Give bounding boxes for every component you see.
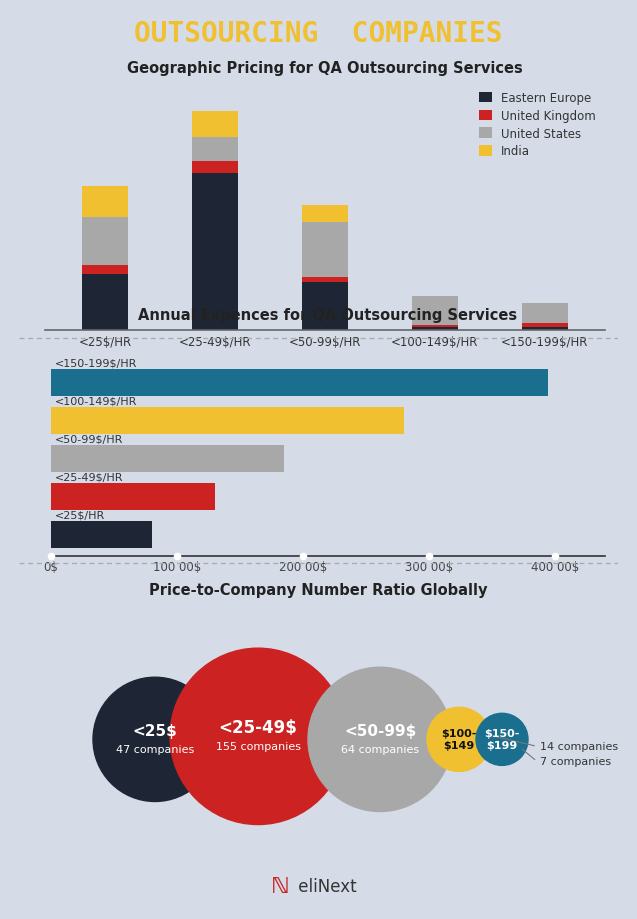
- Circle shape: [308, 667, 452, 811]
- Bar: [82, 218, 128, 266]
- Bar: [192, 112, 238, 138]
- Bar: [82, 266, 128, 275]
- Text: <50-99$: <50-99$: [344, 723, 416, 738]
- Text: 14 companies: 14 companies: [540, 742, 618, 752]
- Bar: [412, 325, 458, 327]
- Bar: [82, 187, 128, 218]
- Title: Annual Expences for QA Outsourcing Services: Annual Expences for QA Outsourcing Servi…: [138, 308, 518, 323]
- Bar: [522, 303, 568, 324]
- Text: 155 companies: 155 companies: [215, 742, 301, 752]
- Text: <25-49$: <25-49$: [218, 719, 297, 736]
- Text: <100-149$/HR: <100-149$/HR: [55, 396, 137, 406]
- Circle shape: [427, 708, 491, 772]
- Bar: [302, 223, 348, 278]
- Bar: [51, 369, 548, 397]
- Text: $150-: $150-: [484, 729, 520, 739]
- Circle shape: [93, 677, 217, 801]
- Bar: [51, 446, 284, 472]
- Legend: Eastern Europe, United Kingdom, United States, India: Eastern Europe, United Kingdom, United S…: [475, 88, 599, 162]
- Text: $199: $199: [487, 741, 518, 751]
- Text: $149: $149: [443, 741, 475, 751]
- Bar: [302, 278, 348, 283]
- Bar: [192, 138, 238, 162]
- Bar: [412, 327, 458, 331]
- Text: eliNext: eliNext: [293, 877, 357, 894]
- Text: <25-49$/HR: <25-49$/HR: [55, 472, 123, 482]
- Text: OUTSOURCING  COMPANIES: OUTSOURCING COMPANIES: [134, 20, 503, 49]
- Bar: [302, 283, 348, 331]
- Title: Geographic Pricing for QA Outsourcing Services: Geographic Pricing for QA Outsourcing Se…: [127, 61, 523, 76]
- Bar: [192, 174, 238, 331]
- Text: $100-: $100-: [441, 729, 476, 739]
- Text: 64 companies: 64 companies: [341, 744, 419, 754]
- Text: 47 companies: 47 companies: [116, 744, 194, 754]
- Text: ℕ: ℕ: [271, 876, 290, 895]
- Text: Price-to-Company Number Ratio Globally: Price-to-Company Number Ratio Globally: [149, 583, 488, 597]
- Bar: [522, 324, 568, 327]
- Circle shape: [170, 649, 346, 824]
- Text: 7 companies: 7 companies: [540, 756, 611, 766]
- Bar: [82, 275, 128, 331]
- Bar: [192, 162, 238, 174]
- Bar: [302, 206, 348, 223]
- Bar: [412, 297, 458, 325]
- Bar: [522, 327, 568, 331]
- Text: <25$: <25$: [132, 723, 177, 738]
- Text: <50-99$/HR: <50-99$/HR: [55, 435, 123, 444]
- Text: <25$/HR: <25$/HR: [55, 510, 105, 520]
- Circle shape: [476, 713, 528, 766]
- Bar: [51, 407, 404, 435]
- Bar: [51, 483, 215, 511]
- Text: <150-199$/HR: <150-199$/HR: [55, 358, 137, 369]
- Bar: [51, 521, 152, 549]
